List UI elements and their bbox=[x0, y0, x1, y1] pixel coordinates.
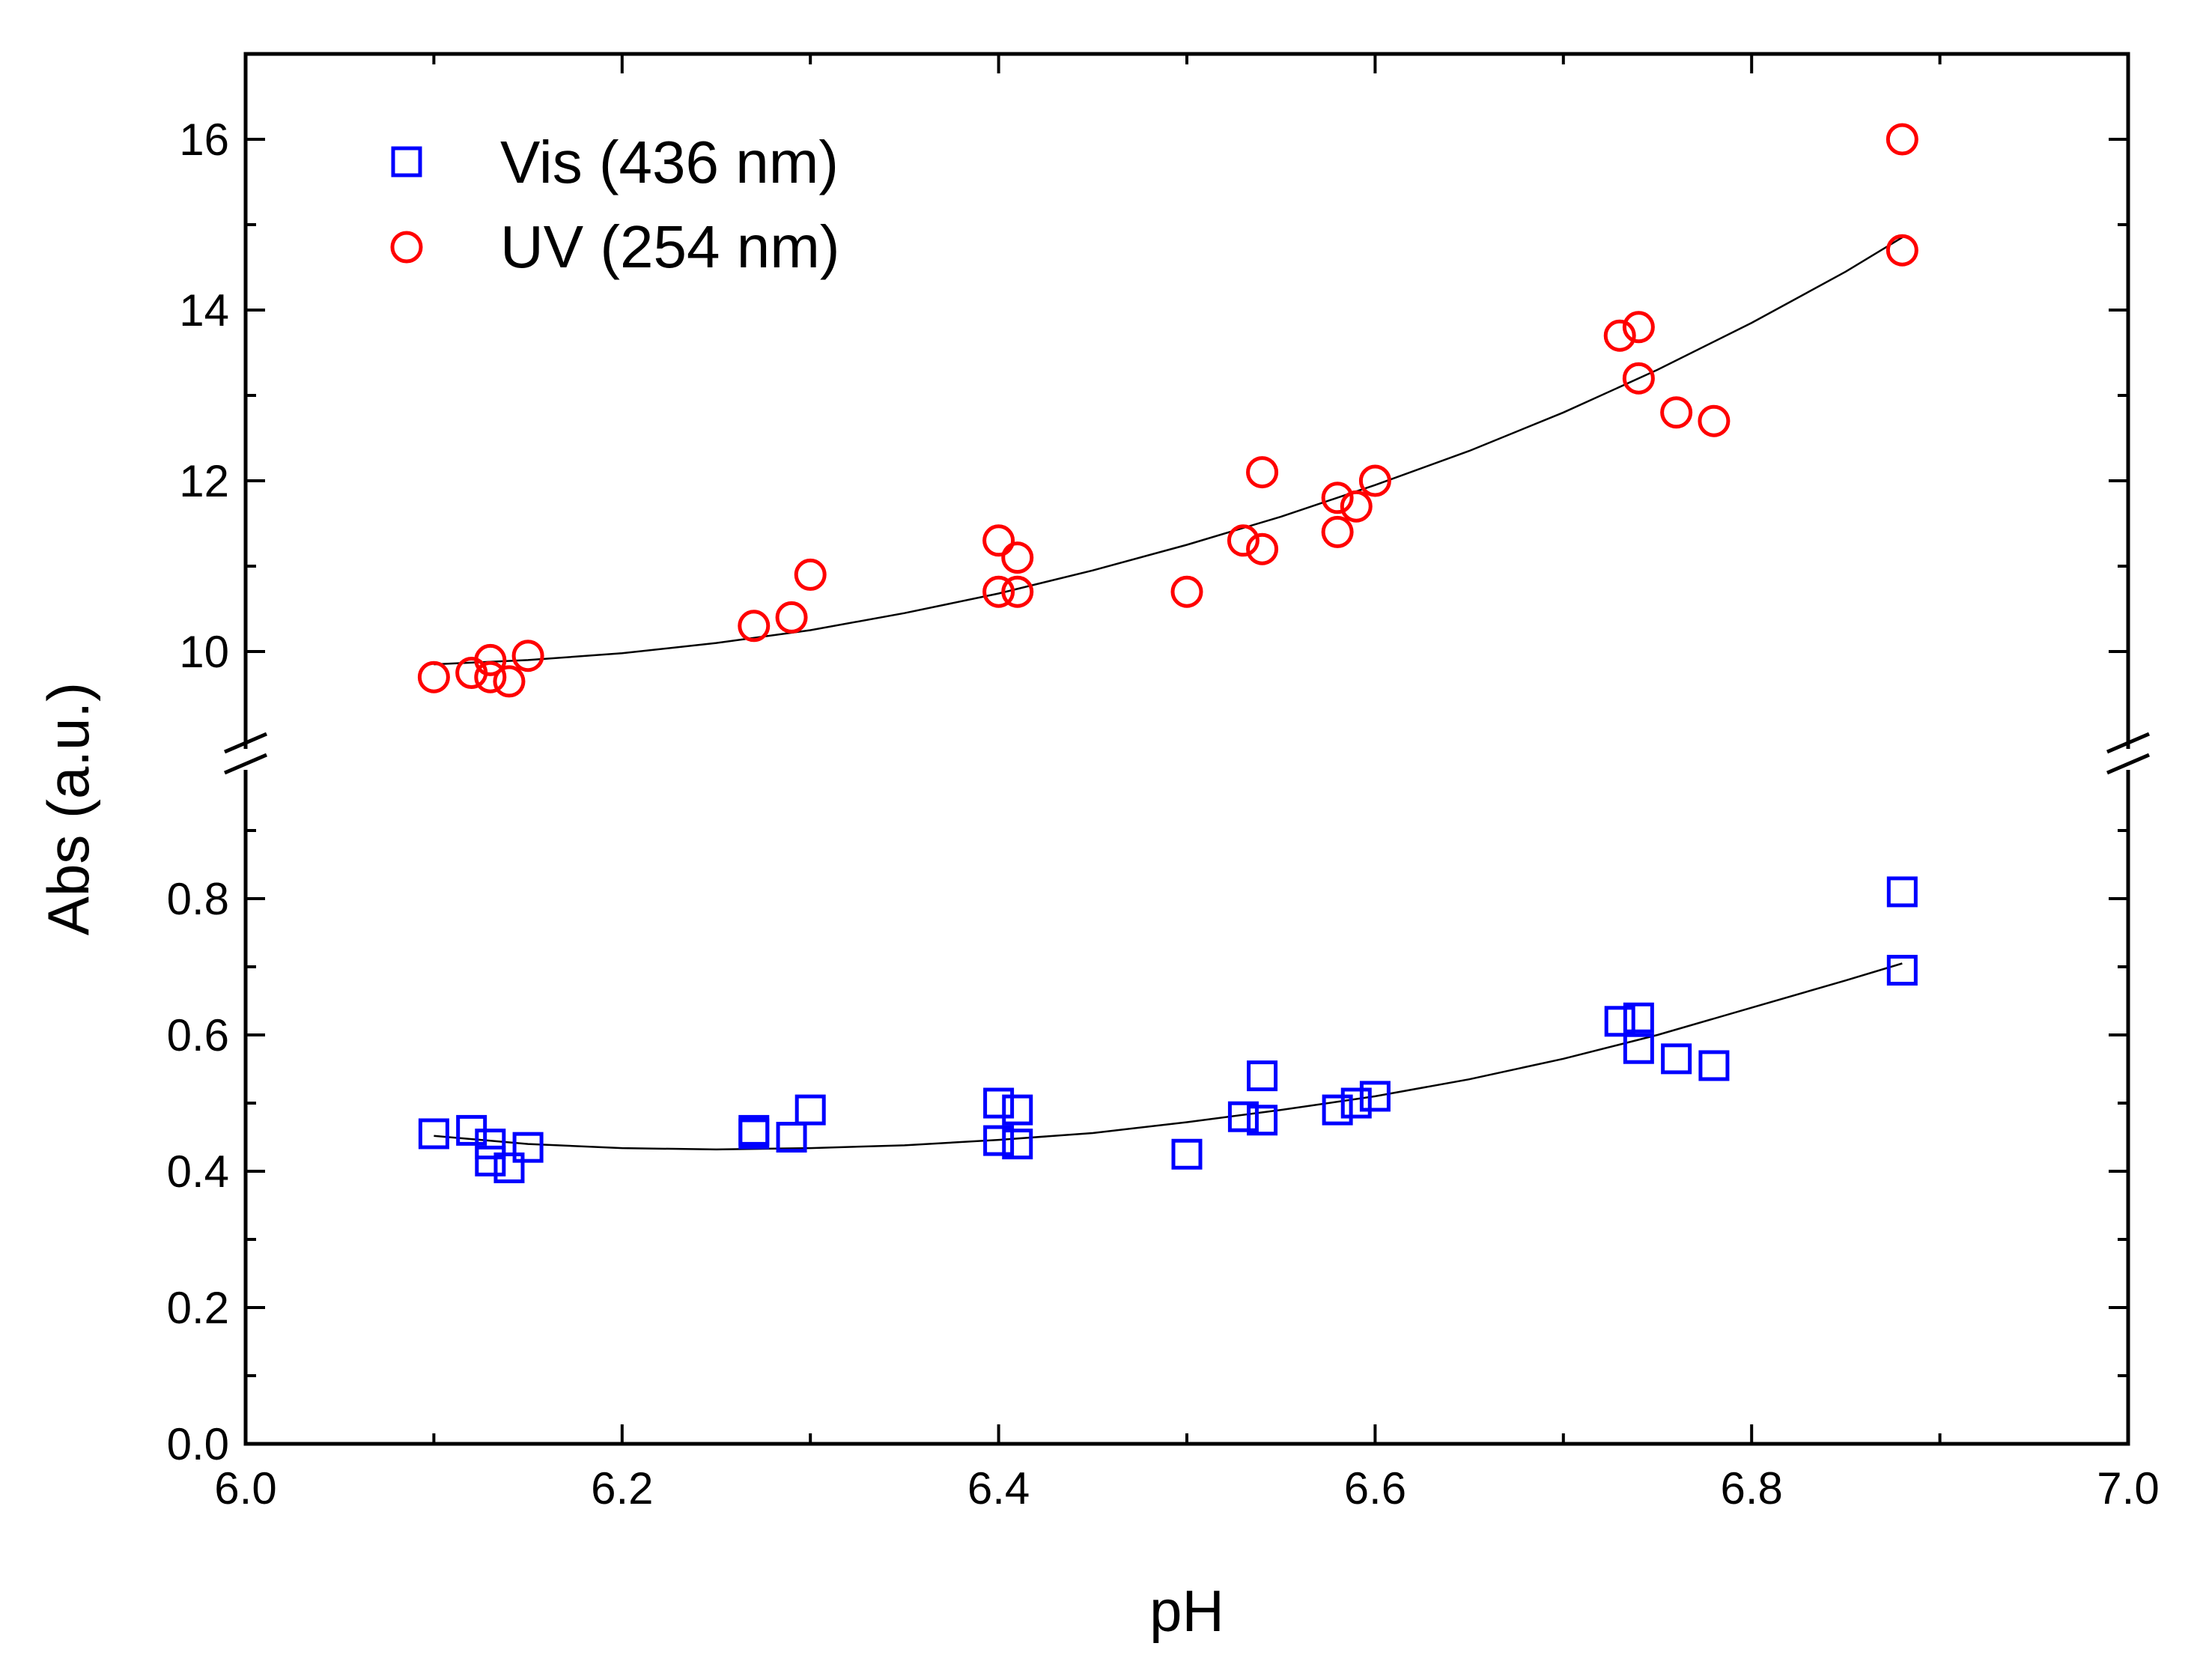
uv-point bbox=[775, 601, 808, 634]
vis-point bbox=[1002, 1094, 1033, 1126]
uv-point bbox=[1358, 464, 1391, 497]
uv-point bbox=[1321, 515, 1354, 548]
fit-curve-vis bbox=[434, 962, 1903, 1151]
axis-break-marks bbox=[224, 732, 2150, 775]
vis-point bbox=[983, 1087, 1015, 1119]
uv-point bbox=[1001, 541, 1034, 574]
uv-point bbox=[982, 524, 1015, 557]
vis-point bbox=[983, 1125, 1015, 1156]
vis-point bbox=[418, 1118, 449, 1150]
vis-point bbox=[1171, 1138, 1203, 1170]
x-tick-label: 7.0 bbox=[2097, 1463, 2159, 1513]
uv-point bbox=[1170, 575, 1203, 608]
vis-point bbox=[475, 1129, 506, 1160]
vis-point bbox=[475, 1145, 506, 1176]
y-axis-title: Abs (a.u.) bbox=[35, 682, 101, 935]
vis-point bbox=[493, 1152, 525, 1183]
axis-break-right-1 bbox=[2106, 732, 2150, 754]
vis-point bbox=[1623, 1002, 1654, 1033]
uv-point bbox=[417, 661, 450, 693]
uv-point bbox=[738, 610, 771, 643]
y-lower-tick-label: 0.4 bbox=[167, 1147, 229, 1197]
vis-point bbox=[1359, 1081, 1391, 1112]
uv-point bbox=[1886, 123, 1918, 156]
uv-point bbox=[794, 558, 827, 591]
x-tick-label: 6.0 bbox=[214, 1463, 276, 1513]
x-tick-label: 6.4 bbox=[967, 1463, 1030, 1513]
axis-break-left-2 bbox=[224, 753, 267, 775]
uv-point bbox=[1246, 532, 1279, 565]
vis-point bbox=[1886, 955, 1918, 986]
legend-label-uv: UV (254 nm) bbox=[500, 213, 839, 280]
axis-break-right-2 bbox=[2106, 753, 2150, 775]
uv-point bbox=[474, 661, 507, 693]
uv-point bbox=[474, 643, 507, 676]
axis-break-left-1 bbox=[224, 732, 267, 754]
uv-point bbox=[1622, 311, 1655, 344]
plot-frame-lower bbox=[243, 770, 2130, 1446]
uv-point bbox=[511, 640, 544, 672]
vis-point bbox=[1623, 1033, 1654, 1064]
uv-point bbox=[1603, 319, 1636, 352]
vis-point bbox=[1227, 1101, 1259, 1132]
vis-point bbox=[738, 1118, 770, 1150]
uv-point bbox=[1227, 524, 1260, 557]
uv-point bbox=[1622, 362, 1655, 395]
vis-point bbox=[794, 1094, 826, 1126]
vis-point bbox=[1661, 1043, 1692, 1075]
uv-point bbox=[1698, 404, 1731, 437]
vis-point bbox=[1247, 1060, 1278, 1092]
axis-ticks: 6.0 6.2 6.4 6.6 6.8 7.0 0.0 0.2 0.4 0.6 0.8 10 12 14 1… bbox=[167, 54, 2160, 1513]
uv-point bbox=[1246, 456, 1279, 489]
legend-label-vis: Vis (436 nm) bbox=[500, 129, 839, 195]
vis-point bbox=[1247, 1105, 1278, 1136]
uv-point bbox=[1886, 234, 1918, 267]
uv-point bbox=[1660, 396, 1693, 429]
uv-point bbox=[493, 665, 526, 698]
vis-point bbox=[1604, 1006, 1635, 1037]
uv-point bbox=[1340, 490, 1373, 523]
vis-point bbox=[1002, 1129, 1033, 1160]
fit-curves bbox=[434, 237, 1903, 1151]
x-tick-label: 6.8 bbox=[1720, 1463, 1782, 1513]
x-axis-title: pH bbox=[1149, 1578, 1224, 1644]
vis-point bbox=[1886, 876, 1918, 908]
y-upper-tick-label: 10 bbox=[179, 627, 229, 677]
y-lower-tick-label: 0.8 bbox=[167, 874, 229, 924]
y-upper-tick-label: 14 bbox=[179, 285, 229, 335]
vis-point bbox=[776, 1122, 807, 1153]
vis-point bbox=[1322, 1094, 1353, 1126]
y-upper-tick-label: 12 bbox=[179, 456, 229, 506]
vis-point bbox=[1698, 1050, 1730, 1081]
legend-marker-vis bbox=[391, 146, 422, 177]
uv-point bbox=[1001, 575, 1034, 608]
uv-point bbox=[1321, 482, 1354, 514]
y-lower-tick-label: 0.0 bbox=[167, 1419, 229, 1469]
y-upper-tick-label: 16 bbox=[179, 115, 229, 165]
vis-point bbox=[512, 1132, 544, 1163]
data-points bbox=[417, 123, 1918, 1183]
uv-point bbox=[982, 575, 1015, 608]
fit-curve-uv bbox=[434, 237, 1903, 666]
legend-marker-uv bbox=[390, 231, 423, 264]
y-lower-tick-label: 0.2 bbox=[167, 1283, 229, 1333]
x-tick-label: 6.2 bbox=[591, 1463, 653, 1513]
x-tick-label: 6.6 bbox=[1344, 1463, 1406, 1513]
legend: Vis (436 nm) UV (254 nm) bbox=[390, 129, 839, 280]
vis-point bbox=[1340, 1087, 1372, 1119]
y-lower-tick-label: 0.6 bbox=[167, 1010, 229, 1060]
